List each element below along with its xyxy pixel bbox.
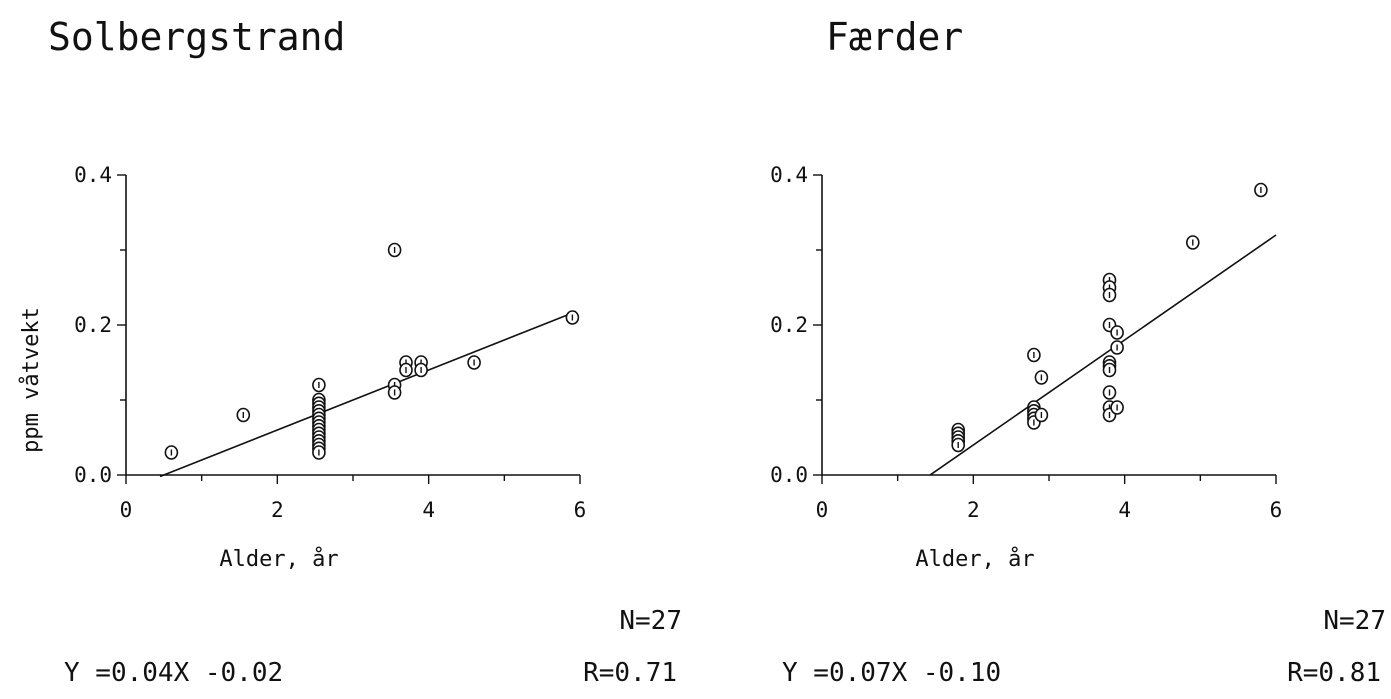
data-point bbox=[1110, 325, 1124, 340]
x-tick-label: 0 bbox=[120, 498, 133, 522]
data-point bbox=[1110, 400, 1124, 415]
x-tick-label: 6 bbox=[1270, 498, 1283, 522]
chart-panel-faerder: Færder Alder, år N=27 Y =0.07X -0.10 R=0… bbox=[696, 0, 1391, 695]
x-tick-label: 2 bbox=[271, 498, 284, 522]
data-point bbox=[164, 445, 179, 460]
n-label: N=27 bbox=[619, 606, 682, 636]
data-point bbox=[387, 385, 402, 400]
x-tick-label: 6 bbox=[574, 498, 587, 522]
y-tick-label: 0.2 bbox=[770, 313, 808, 337]
x-tick-label: 2 bbox=[967, 498, 980, 522]
chart-title: Færder bbox=[826, 15, 963, 59]
regression-equation: Y =0.04X -0.02 bbox=[64, 658, 283, 688]
data-point bbox=[236, 407, 251, 423]
x-tick-label: 4 bbox=[1118, 498, 1131, 522]
chart-panel-solbergstrand: Solbergstrand ppm våtvekt Alder, år N=27… bbox=[0, 0, 695, 695]
data-point bbox=[1034, 407, 1049, 423]
chart-faerder: Færder Alder, år N=27 Y =0.07X -0.10 R=0… bbox=[770, 15, 1386, 688]
data-point bbox=[312, 377, 326, 393]
data-point bbox=[399, 362, 413, 378]
x-axis-label: Alder, år bbox=[915, 546, 1034, 572]
data-point bbox=[951, 437, 966, 453]
data-point bbox=[565, 310, 580, 325]
data-point bbox=[1102, 362, 1117, 378]
data-point bbox=[312, 445, 326, 460]
regression-equation: Y =0.07X -0.10 bbox=[782, 658, 1001, 688]
y-tick-label: 0.4 bbox=[770, 163, 808, 187]
r-label: R=0.71 bbox=[583, 658, 677, 688]
y-tick-label: 0.0 bbox=[770, 463, 808, 487]
data-point bbox=[387, 242, 402, 258]
data-point bbox=[1102, 287, 1117, 303]
x-tick-label: 4 bbox=[422, 498, 435, 522]
x-axis-label: Alder, år bbox=[219, 546, 338, 572]
data-point bbox=[1110, 340, 1124, 355]
y-tick-label: 0.4 bbox=[74, 163, 112, 187]
data-point bbox=[414, 362, 428, 378]
regression-line bbox=[929, 234, 1277, 476]
y-axis-label: ppm våtvekt bbox=[18, 307, 44, 453]
y-tick-label: 0.2 bbox=[74, 313, 112, 337]
chart-title: Solbergstrand bbox=[48, 15, 345, 59]
chart-solbergstrand: Solbergstrand ppm våtvekt Alder, år N=27… bbox=[18, 15, 682, 688]
regression-line bbox=[159, 310, 577, 478]
data-point bbox=[1034, 370, 1049, 385]
r-label: R=0.81 bbox=[1287, 658, 1381, 688]
n-label: N=27 bbox=[1323, 606, 1386, 636]
data-point bbox=[1102, 385, 1117, 400]
data-point bbox=[1254, 182, 1268, 198]
x-tick-label: 0 bbox=[816, 498, 829, 522]
data-point bbox=[1027, 347, 1041, 363]
data-point bbox=[1185, 235, 1200, 250]
data-point bbox=[467, 355, 481, 370]
y-tick-label: 0.0 bbox=[74, 463, 112, 487]
